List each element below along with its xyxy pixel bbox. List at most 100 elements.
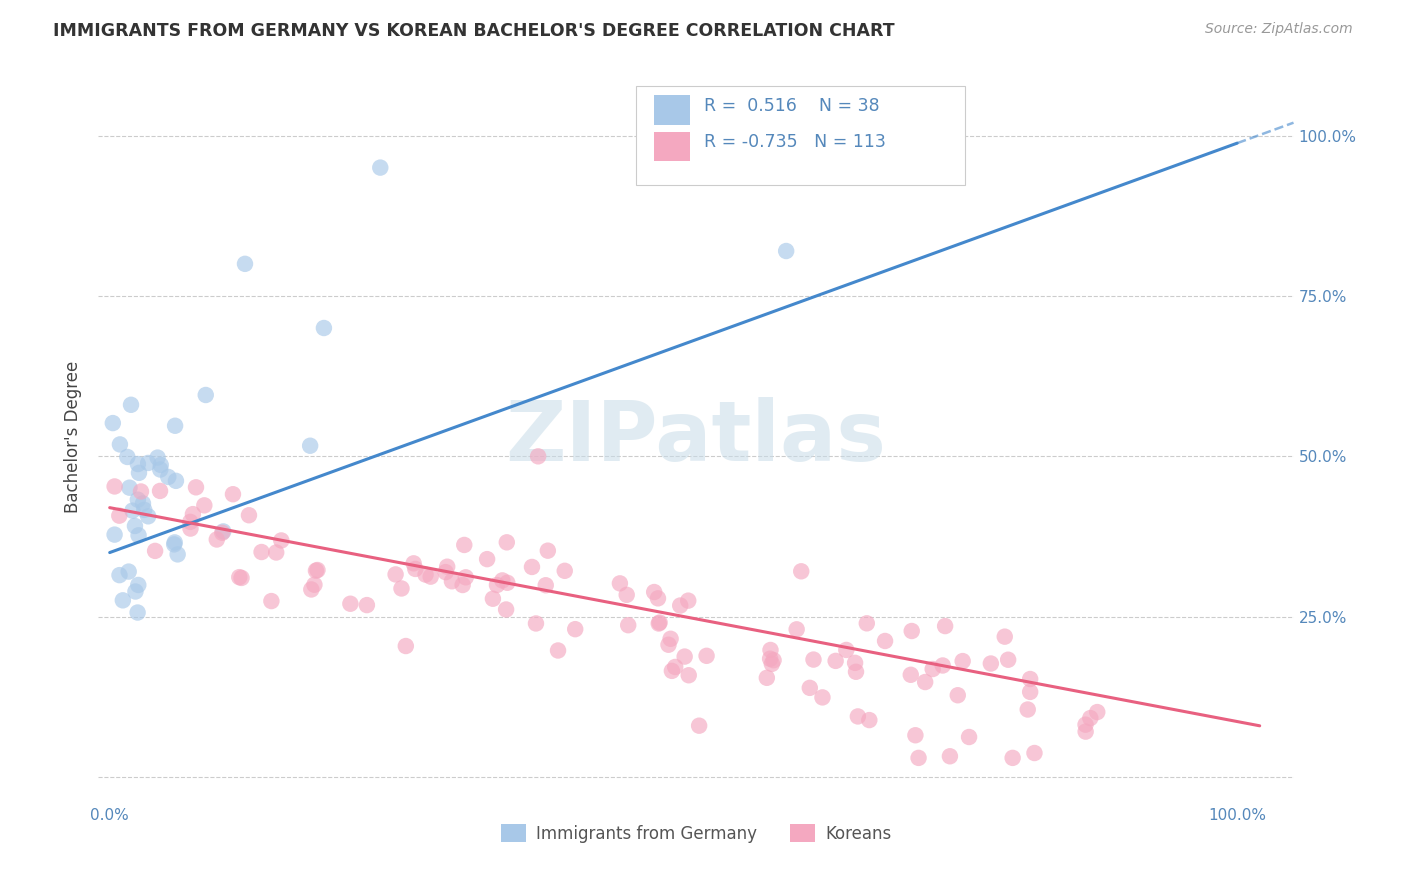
Point [402,557,425,571]
Point [537,543,560,558]
Point [165,418,187,433]
Point [127,578,149,592]
Point [127,606,149,620]
Point [934,619,956,633]
Point [564,622,586,636]
Point [108,568,131,582]
Point [980,657,1002,671]
Point [755,671,778,685]
Point [434,565,457,579]
Point [534,578,557,592]
Point [134,503,156,517]
Point [104,479,127,493]
Point [222,487,245,501]
Point [149,458,172,472]
Point [803,652,825,666]
Point [121,503,143,517]
Point [491,574,513,588]
Point [451,578,474,592]
FancyBboxPatch shape [654,132,690,161]
Point [669,599,692,613]
Point [180,522,202,536]
Point [136,509,159,524]
Point [997,653,1019,667]
FancyBboxPatch shape [637,86,965,185]
Point [688,719,710,733]
Point [264,545,287,559]
Point [165,474,187,488]
Text: R =  0.516    N = 38: R = 0.516 N = 38 [704,96,880,115]
Text: R = -0.735   N = 113: R = -0.735 N = 113 [704,133,886,152]
Point [136,456,159,470]
Point [696,648,718,663]
Point [485,578,508,592]
Point [759,651,782,665]
Point [128,528,150,542]
Point [790,564,813,578]
Point [108,437,131,451]
Point [1019,685,1042,699]
Point [111,593,134,607]
Point [855,616,877,631]
Point [759,643,782,657]
Point [212,524,235,539]
Point [643,585,665,599]
Point [678,668,700,682]
Point [117,450,139,464]
Point [931,658,953,673]
Point [900,624,922,638]
Point [132,496,155,510]
Point [994,630,1017,644]
Point [900,667,922,681]
Point [128,466,150,480]
Point [415,567,437,582]
Point [835,643,858,657]
Point [395,639,418,653]
Point [952,654,974,668]
Point [211,525,233,540]
Point [143,544,166,558]
Text: IMMIGRANTS FROM GERMANY VS KOREAN BACHELOR'S DEGREE CORRELATION CHART: IMMIGRANTS FROM GERMANY VS KOREAN BACHEL… [53,22,896,40]
Point [270,533,292,548]
Point [527,450,550,464]
Point [166,548,188,562]
Point [657,638,679,652]
Point [157,470,180,484]
Point [120,398,142,412]
Point [404,562,426,576]
Point [184,480,207,494]
Point [391,582,413,596]
Point [616,588,638,602]
Point [482,591,505,606]
Point [786,623,808,637]
Point [1019,672,1042,686]
Point [858,713,880,727]
Point [193,499,215,513]
Point [617,618,640,632]
Point [127,457,149,471]
Point [554,564,576,578]
Point [454,570,477,584]
Point [799,681,821,695]
Point [228,570,250,584]
Point [129,484,152,499]
Point [181,507,204,521]
Point [1024,746,1046,760]
Point [1001,751,1024,765]
Point [939,749,962,764]
Point [846,709,869,723]
Point [1074,724,1097,739]
Point [904,728,927,742]
Point [524,616,547,631]
Point [149,462,172,476]
Point [957,730,980,744]
Point [496,575,519,590]
Point [661,664,683,678]
Point [762,653,785,667]
Point [1017,702,1039,716]
Point [824,654,846,668]
Text: ZIPatlas: ZIPatlas [506,397,886,477]
Point [104,527,127,541]
Point [304,578,326,592]
Point [146,450,169,465]
